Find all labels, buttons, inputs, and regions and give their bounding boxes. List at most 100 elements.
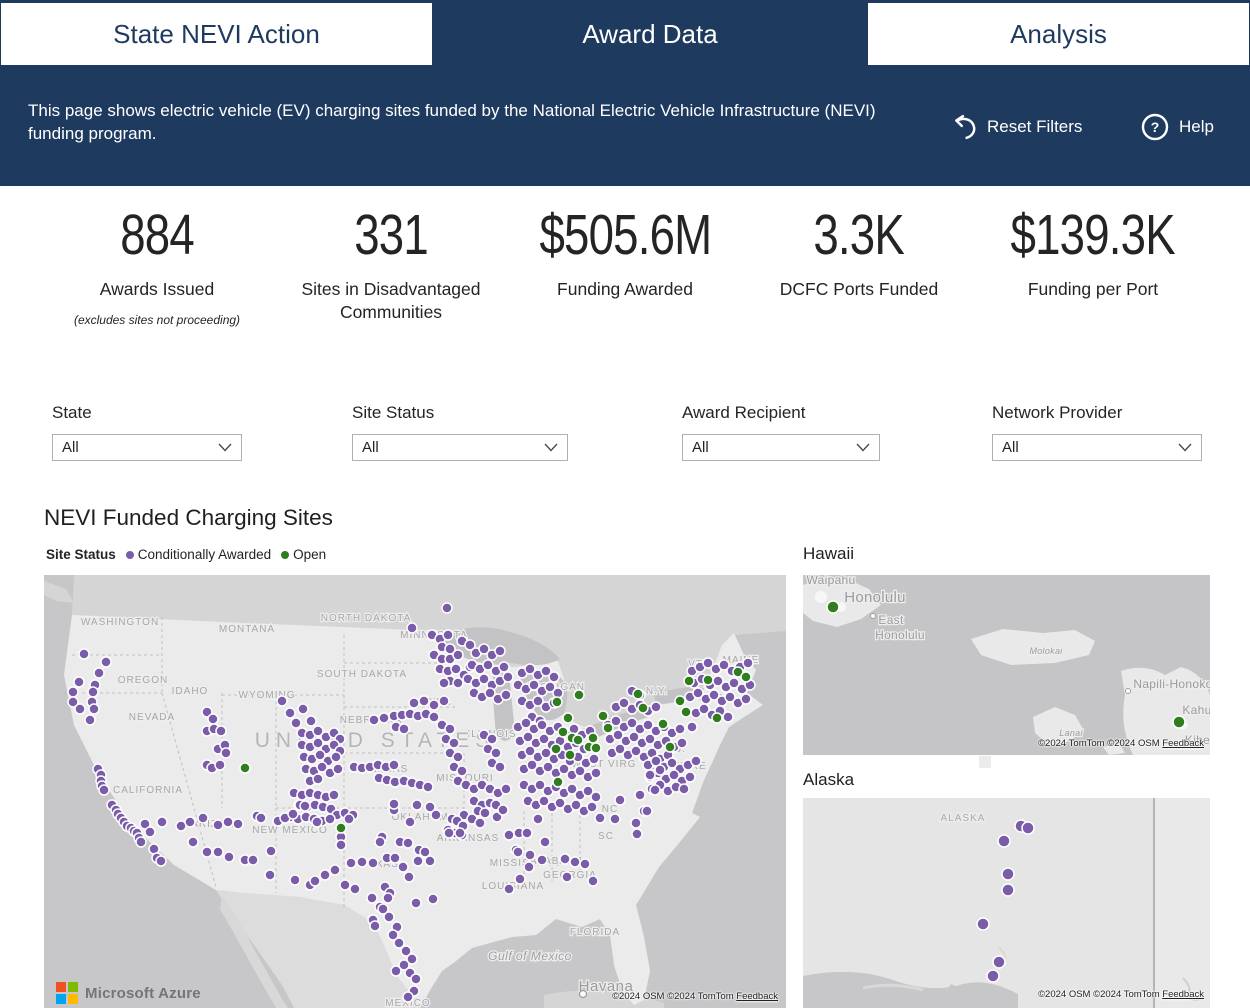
site-marker[interactable] (566, 783, 578, 795)
site-marker[interactable] (641, 805, 653, 817)
site-marker[interactable] (1021, 821, 1035, 835)
site-marker[interactable] (290, 717, 302, 729)
site-marker[interactable] (330, 751, 342, 763)
site-marker[interactable] (702, 657, 714, 669)
site-marker[interactable] (614, 794, 626, 806)
site-marker[interactable] (536, 719, 548, 731)
site-marker[interactable] (610, 715, 622, 727)
site-marker[interactable] (369, 920, 381, 932)
site-marker[interactable] (444, 723, 456, 735)
site-marker[interactable] (324, 813, 336, 825)
site-marker[interactable] (586, 801, 598, 813)
site-marker[interactable] (521, 827, 533, 839)
site-marker[interactable] (512, 846, 524, 858)
site-marker[interactable] (247, 854, 259, 866)
site-marker[interactable] (490, 747, 502, 759)
site-marker[interactable] (562, 712, 574, 724)
site-marker[interactable] (683, 675, 695, 687)
site-marker[interactable] (382, 892, 394, 904)
site-marker[interactable] (312, 737, 324, 749)
site-marker[interactable] (390, 965, 402, 977)
site-marker[interactable] (542, 761, 554, 773)
site-marker[interactable] (438, 695, 450, 707)
site-marker[interactable] (73, 676, 85, 688)
site-marker[interactable] (587, 732, 599, 744)
site-marker[interactable] (479, 807, 491, 819)
site-marker[interactable] (654, 764, 666, 776)
site-marker[interactable] (223, 851, 235, 863)
tab-analysis[interactable]: Analysis (867, 0, 1250, 66)
site-marker[interactable] (1001, 883, 1015, 897)
site-marker[interactable] (276, 695, 288, 707)
site-marker[interactable] (389, 852, 401, 864)
site-marker[interactable] (992, 955, 1006, 969)
site-marker[interactable] (558, 763, 570, 775)
site-marker[interactable] (87, 686, 99, 698)
site-marker[interactable] (411, 799, 423, 811)
site-marker[interactable] (514, 873, 526, 885)
legend-item-open[interactable]: Open (281, 547, 326, 562)
feedback-link[interactable]: Feedback (1162, 738, 1204, 749)
site-marker[interactable] (500, 689, 512, 701)
site-marker[interactable] (552, 776, 564, 788)
site-marker[interactable] (418, 695, 430, 707)
hawaii-map[interactable]: Waipahu Honolulu East Honolulu Molokai Napili… (803, 575, 1210, 755)
site-marker[interactable] (498, 661, 510, 673)
site-marker[interactable] (287, 808, 299, 820)
site-marker[interactable] (332, 763, 344, 775)
site-marker[interactable] (406, 953, 418, 965)
site-marker[interactable] (614, 743, 626, 755)
site-marker[interactable] (450, 663, 462, 675)
site-marker[interactable] (551, 696, 563, 708)
site-marker[interactable] (349, 883, 361, 895)
site-marker[interactable] (668, 769, 680, 781)
feedback-link[interactable]: Feedback (736, 991, 778, 1002)
site-marker[interactable] (657, 718, 669, 730)
site-marker[interactable] (649, 784, 661, 796)
site-marker[interactable] (722, 711, 734, 723)
site-marker[interactable] (718, 659, 730, 671)
site-marker[interactable] (441, 602, 453, 614)
site-marker[interactable] (630, 817, 642, 829)
site-marker[interactable] (328, 789, 340, 801)
site-marker[interactable] (232, 818, 244, 830)
site-marker[interactable] (452, 751, 464, 763)
reset-filters-button[interactable]: Reset Filters (952, 112, 1082, 142)
alaska-map[interactable]: ALASKA ©2024 OSM ©2024 TomTom Feedback (803, 798, 1210, 1008)
site-marker[interactable] (550, 743, 562, 755)
site-marker[interactable] (319, 869, 331, 881)
site-marker[interactable] (368, 714, 380, 726)
site-marker[interactable] (590, 791, 602, 803)
site-marker[interactable] (378, 712, 390, 724)
site-marker[interactable] (740, 693, 752, 705)
site-marker[interactable] (430, 809, 442, 821)
site-marker[interactable] (976, 917, 990, 931)
site-marker[interactable] (564, 749, 576, 761)
site-marker[interactable] (343, 813, 355, 825)
site-marker[interactable] (215, 725, 227, 737)
site-marker[interactable] (339, 879, 351, 891)
site-marker[interactable] (356, 856, 368, 868)
site-marker[interactable] (520, 717, 532, 729)
site-marker[interactable] (214, 759, 226, 771)
site-marker[interactable] (388, 759, 400, 771)
site-marker[interactable] (402, 837, 414, 849)
site-marker[interactable] (692, 687, 704, 699)
site-marker[interactable] (644, 733, 656, 745)
site-marker[interactable] (594, 812, 606, 824)
site-marker[interactable] (612, 729, 624, 741)
site-marker[interactable] (388, 798, 400, 810)
site-marker[interactable] (255, 812, 267, 824)
site-marker[interactable] (503, 883, 515, 895)
site-marker[interactable] (74, 703, 86, 715)
site-marker[interactable] (197, 812, 209, 824)
site-marker[interactable] (408, 697, 420, 709)
site-marker[interactable] (222, 816, 234, 828)
site-marker[interactable] (986, 969, 1000, 983)
site-marker[interactable] (428, 711, 440, 723)
site-marker[interactable] (609, 813, 621, 825)
network-provider-dropdown[interactable]: All (992, 434, 1202, 461)
legend-item-conditionally-awarded[interactable]: Conditionally Awarded (125, 547, 271, 562)
site-marker[interactable] (345, 857, 357, 869)
site-marker[interactable] (559, 853, 571, 865)
